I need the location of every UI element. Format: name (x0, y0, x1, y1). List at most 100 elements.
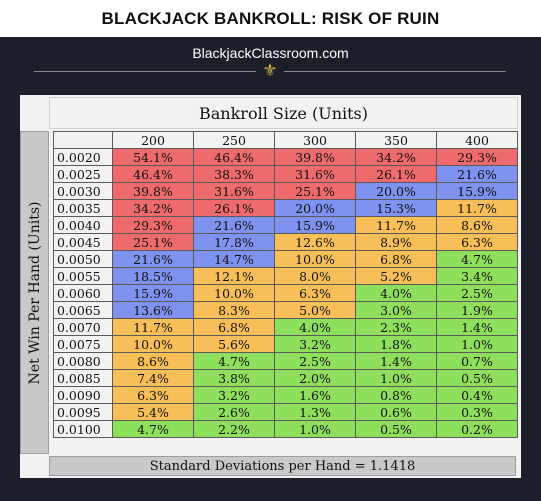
risk-value-cell: 0.5% (436, 369, 518, 387)
risk-value-cell: 5.0% (274, 301, 356, 319)
std-dev-footer: Standard Deviations per Hand = 1.1418 (49, 456, 516, 476)
table-row: 0.0080 8.6% 4.7% 2.5% 1.4% 0.7% (53, 352, 518, 370)
risk-value-cell: 10.0% (112, 335, 194, 353)
risk-value-cell: 8.3% (193, 301, 275, 319)
row-label-cell: 0.0060 (53, 284, 113, 302)
risk-value-cell: 34.2% (355, 148, 437, 166)
risk-value-cell: 3.2% (274, 335, 356, 353)
risk-value-cell: 4.0% (274, 318, 356, 336)
risk-value-cell: 10.0% (193, 284, 275, 302)
risk-value-cell: 21.6% (436, 165, 518, 183)
risk-value-cell: 13.6% (112, 301, 194, 319)
risk-value-cell: 0.7% (436, 352, 518, 370)
title-bar: BLACKJACK BANKROLL: RISK OF RUIN (0, 0, 541, 37)
table-row: 0.0095 5.4% 2.6% 1.3% 0.6% 0.3% (53, 403, 518, 421)
risk-value-cell: 1.0% (436, 335, 518, 353)
row-label-cell: 0.0085 (53, 369, 113, 387)
risk-value-cell: 15.9% (274, 216, 356, 234)
risk-value-cell: 54.1% (112, 148, 194, 166)
table-row: 0.0030 39.8% 31.6% 25.1% 20.0% 15.9% (53, 182, 518, 200)
risk-value-cell: 46.4% (193, 148, 275, 166)
risk-value-cell: 8.6% (112, 352, 194, 370)
risk-value-cell: 10.0% (274, 250, 356, 268)
table-row: 0.0060 15.9% 10.0% 6.3% 4.0% 2.5% (53, 284, 518, 302)
risk-value-cell: 0.3% (436, 403, 518, 421)
risk-value-cell: 5.2% (355, 267, 437, 285)
risk-value-cell: 15.9% (112, 284, 194, 302)
row-label-cell: 0.0070 (53, 318, 113, 336)
risk-value-cell: 12.6% (274, 233, 356, 251)
row-label-cell: 0.0075 (53, 335, 113, 353)
risk-value-cell: 20.0% (355, 182, 437, 200)
risk-value-cell: 8.6% (436, 216, 518, 234)
table-row: 0.0020 54.1% 46.4% 39.8% 34.2% 29.3% (53, 148, 518, 166)
risk-value-cell: 17.8% (193, 233, 275, 251)
table-row: 0.0045 25.1% 17.8% 12.6% 8.9% 6.3% (53, 233, 518, 251)
row-label-cell: 0.0065 (53, 301, 113, 319)
risk-value-cell: 29.3% (112, 216, 194, 234)
row-label-cell: 0.0050 (53, 250, 113, 268)
risk-value-cell: 21.6% (112, 250, 194, 268)
risk-value-cell: 8.0% (274, 267, 356, 285)
column-header-title: Bankroll Size (Units) (49, 97, 518, 129)
risk-value-cell: 3.4% (436, 267, 518, 285)
row-header-label: Net Win Per Hand (Units) (26, 201, 43, 384)
risk-of-ruin-table: 200 250 300 350 400 0.0020 54.1% 46.4% 39.8% 34.… (53, 131, 518, 438)
table-row: 0.0050 21.6% 14.7% 10.0% 6.8% 4.7% (53, 250, 518, 268)
column-header-cell: 300 (274, 131, 356, 149)
site-header: BlackjackClassroom.com ⚜ (0, 37, 541, 87)
risk-value-cell: 1.3% (274, 403, 356, 421)
risk-value-cell: 11.7% (112, 318, 194, 336)
row-label-cell: 0.0055 (53, 267, 113, 285)
risk-value-cell: 4.0% (355, 284, 437, 302)
risk-value-cell: 6.8% (355, 250, 437, 268)
risk-value-cell: 2.5% (274, 352, 356, 370)
risk-value-cell: 4.7% (436, 250, 518, 268)
fleur-de-lis-icon: ⚜ (262, 61, 278, 81)
risk-value-cell: 18.5% (112, 267, 194, 285)
risk-value-cell: 31.6% (274, 165, 356, 183)
risk-value-cell: 11.7% (355, 216, 437, 234)
risk-value-cell: 4.7% (193, 352, 275, 370)
risk-value-cell: 7.4% (112, 369, 194, 387)
risk-value-cell: 8.9% (355, 233, 437, 251)
risk-value-cell: 6.3% (112, 386, 194, 404)
table-row: 0.0090 6.3% 3.2% 1.6% 0.8% 0.4% (53, 386, 518, 404)
risk-value-cell: 11.7% (436, 199, 518, 217)
risk-value-cell: 5.4% (112, 403, 194, 421)
table-row: 0.0035 34.2% 26.1% 20.0% 15.3% 11.7% (53, 199, 518, 217)
table-row: 0.0025 46.4% 38.3% 31.6% 26.1% 21.6% (53, 165, 518, 183)
risk-value-cell: 3.2% (193, 386, 275, 404)
table-body: 0.0020 54.1% 46.4% 39.8% 34.2% 29.3% 0.0025 46.… (53, 148, 518, 438)
table-row: 0.0065 13.6% 8.3% 5.0% 3.0% 1.9% (53, 301, 518, 319)
risk-value-cell: 0.8% (355, 386, 437, 404)
risk-value-cell: 2.2% (193, 420, 275, 438)
risk-value-cell: 1.9% (436, 301, 518, 319)
risk-value-cell: 0.2% (436, 420, 518, 438)
table-row: 0.0070 11.7% 6.8% 4.0% 2.3% 1.4% (53, 318, 518, 336)
risk-value-cell: 46.4% (112, 165, 194, 183)
risk-value-cell: 1.8% (355, 335, 437, 353)
risk-value-cell: 26.1% (193, 199, 275, 217)
risk-value-cell: 5.6% (193, 335, 275, 353)
site-name: BlackjackClassroom.com (192, 45, 349, 61)
row-label-cell: 0.0030 (53, 182, 113, 200)
risk-value-cell: 34.2% (112, 199, 194, 217)
divider-left (34, 71, 256, 72)
row-label-cell: 0.0045 (53, 233, 113, 251)
risk-value-cell: 2.6% (193, 403, 275, 421)
risk-value-cell: 6.8% (193, 318, 275, 336)
risk-value-cell: 15.3% (355, 199, 437, 217)
corner-cell (53, 131, 113, 149)
risk-value-cell: 1.0% (274, 420, 356, 438)
column-header-cell: 400 (436, 131, 518, 149)
table-row: 0.0055 18.5% 12.1% 8.0% 5.2% 3.4% (53, 267, 518, 285)
risk-value-cell: 4.7% (112, 420, 194, 438)
table-row: 0.0075 10.0% 5.6% 3.2% 1.8% 1.0% (53, 335, 518, 353)
row-label-cell: 0.0095 (53, 403, 113, 421)
risk-value-cell: 0.5% (355, 420, 437, 438)
risk-value-cell: 20.0% (274, 199, 356, 217)
row-label-cell: 0.0040 (53, 216, 113, 234)
risk-value-cell: 38.3% (193, 165, 275, 183)
risk-value-cell: 29.3% (436, 148, 518, 166)
